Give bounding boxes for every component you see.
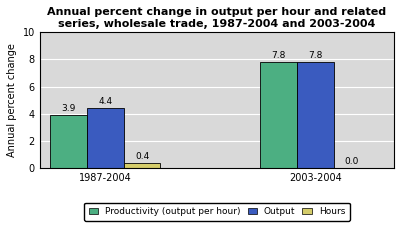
Title: Annual percent change in output per hour and related
series, wholesale trade, 19: Annual percent change in output per hour… [47, 7, 387, 29]
Legend: Productivity (output per hour), Output, Hours: Productivity (output per hour), Output, … [84, 203, 350, 221]
Bar [260, 62, 297, 168]
Text: 7.8: 7.8 [271, 51, 286, 60]
Text: 0.4: 0.4 [135, 152, 149, 161]
Y-axis label: Annual percent change: Annual percent change [7, 43, 17, 157]
Bar [50, 115, 87, 168]
Bar [297, 62, 334, 168]
Bar [124, 163, 160, 168]
Text: 3.9: 3.9 [61, 104, 76, 113]
Text: 0.0: 0.0 [345, 157, 359, 166]
Text: 4.4: 4.4 [98, 97, 112, 106]
Text: 7.8: 7.8 [308, 51, 322, 60]
Bar [87, 108, 124, 168]
